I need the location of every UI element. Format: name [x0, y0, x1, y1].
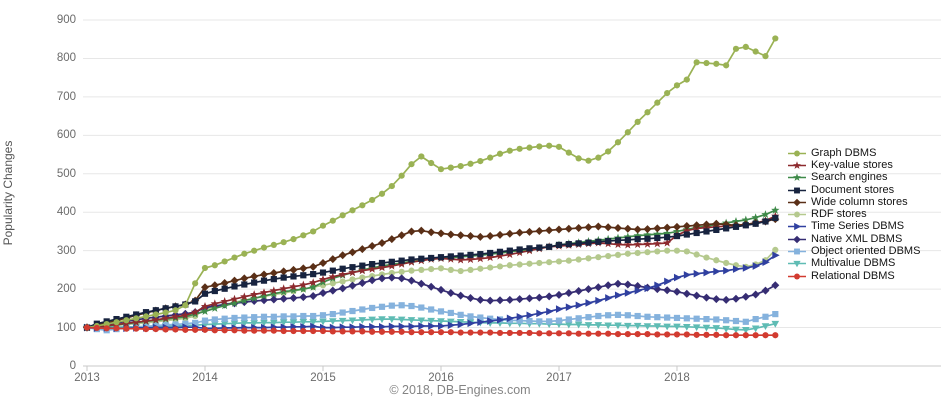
series-markers-document-stores	[83, 214, 779, 331]
legend-marker-icon-native-xml-dbms	[788, 235, 806, 244]
y-tick-label-0: 0	[69, 360, 76, 372]
y-tick-label-500: 500	[56, 167, 76, 180]
y-tick-label-200: 200	[56, 283, 76, 296]
legend-label-multivalue-dbms: Multivalue DBMS	[811, 257, 896, 270]
legend-item-relational-dbms: Relational DBMS	[788, 270, 920, 282]
y-tick-label-100: 100	[56, 321, 76, 334]
y-tick-label-600: 600	[56, 129, 76, 142]
legend-marker-icon-graph-dbms	[788, 150, 806, 157]
legend-item-wide-column-stores: Wide column stores	[788, 196, 920, 208]
legend-label-key-value-stores: Key-value stores	[811, 158, 893, 171]
y-tick-label-800: 800	[56, 52, 76, 65]
series-graph-dbms	[83, 35, 779, 331]
legend-item-native-xml-dbms: Native XML DBMS	[788, 233, 920, 245]
legend-label-native-xml-dbms: Native XML DBMS	[811, 232, 903, 245]
y-tick-label-400: 400	[56, 206, 76, 219]
legend-item-object-oriented-dbms: Object oriented DBMS	[788, 245, 920, 257]
legend-marker-icon-search-engines	[788, 173, 806, 182]
legend-item-graph-dbms: Graph DBMS	[788, 147, 920, 159]
legend-label-object-oriented-dbms: Object oriented DBMS	[811, 245, 921, 258]
y-tick-label-700: 700	[56, 90, 76, 103]
legend-item-search-engines: Search engines	[788, 172, 920, 184]
legend-label-time-series-dbms: Time Series DBMS	[811, 220, 905, 233]
legend-label-relational-dbms: Relational DBMS	[811, 269, 895, 282]
legend-marker-icon-rdf-stores	[788, 211, 806, 218]
legend-item-rdf-stores: RDF stores	[788, 208, 920, 220]
legend-item-multivalue-dbms: Multivalue DBMS	[788, 258, 920, 270]
x-tick-label-2018: 2018	[664, 372, 690, 384]
series-markers-graph-dbms	[83, 35, 779, 331]
series-relational-dbms	[83, 324, 779, 339]
legend-label-graph-dbms: Graph DBMS	[811, 146, 877, 159]
legend-item-time-series-dbms: Time Series DBMS	[788, 221, 920, 233]
legend-label-search-engines: Search engines	[811, 171, 888, 184]
legend-item-document-stores: Document stores	[788, 184, 920, 196]
legend-marker-icon-time-series-dbms	[788, 223, 806, 231]
legend-label-wide-column-stores: Wide column stores	[811, 195, 908, 208]
legend-label-document-stores: Document stores	[811, 183, 895, 196]
x-tick-label-2017: 2017	[546, 372, 572, 384]
legend-item-key-value-stores: Key-value stores	[788, 159, 920, 171]
legend-marker-icon-relational-dbms	[788, 273, 806, 280]
series-document-stores	[83, 214, 779, 331]
legend-marker-icon-wide-column-stores	[788, 198, 806, 207]
legend: Graph DBMS Key-value stores Search engines…	[788, 147, 920, 282]
legend-marker-icon-key-value-stores	[788, 161, 806, 169]
x-tick-label-2014: 2014	[192, 372, 218, 384]
x-tick-label-2013: 2013	[74, 372, 100, 384]
y-axis-title: Popularity Changes	[1, 140, 15, 246]
series-markers-object-oriented-dbms	[83, 302, 779, 334]
legend-marker-icon-object-oriented-dbms	[788, 248, 806, 255]
y-tick-label-900: 900	[56, 14, 76, 26]
legend-marker-icon-document-stores	[788, 187, 806, 193]
y-tick-label-300: 300	[56, 244, 76, 257]
series-object-oriented-dbms	[83, 302, 779, 334]
legend-marker-icon-multivalue-dbms	[788, 261, 806, 268]
copyright-footer: © 2018, DB-Engines.com	[389, 383, 531, 397]
legend-label-rdf-stores: RDF stores	[811, 208, 867, 221]
x-tick-label-2016: 2016	[428, 372, 454, 384]
series-markers-relational-dbms	[83, 324, 779, 339]
x-tick-label-2015: 2015	[310, 372, 336, 384]
